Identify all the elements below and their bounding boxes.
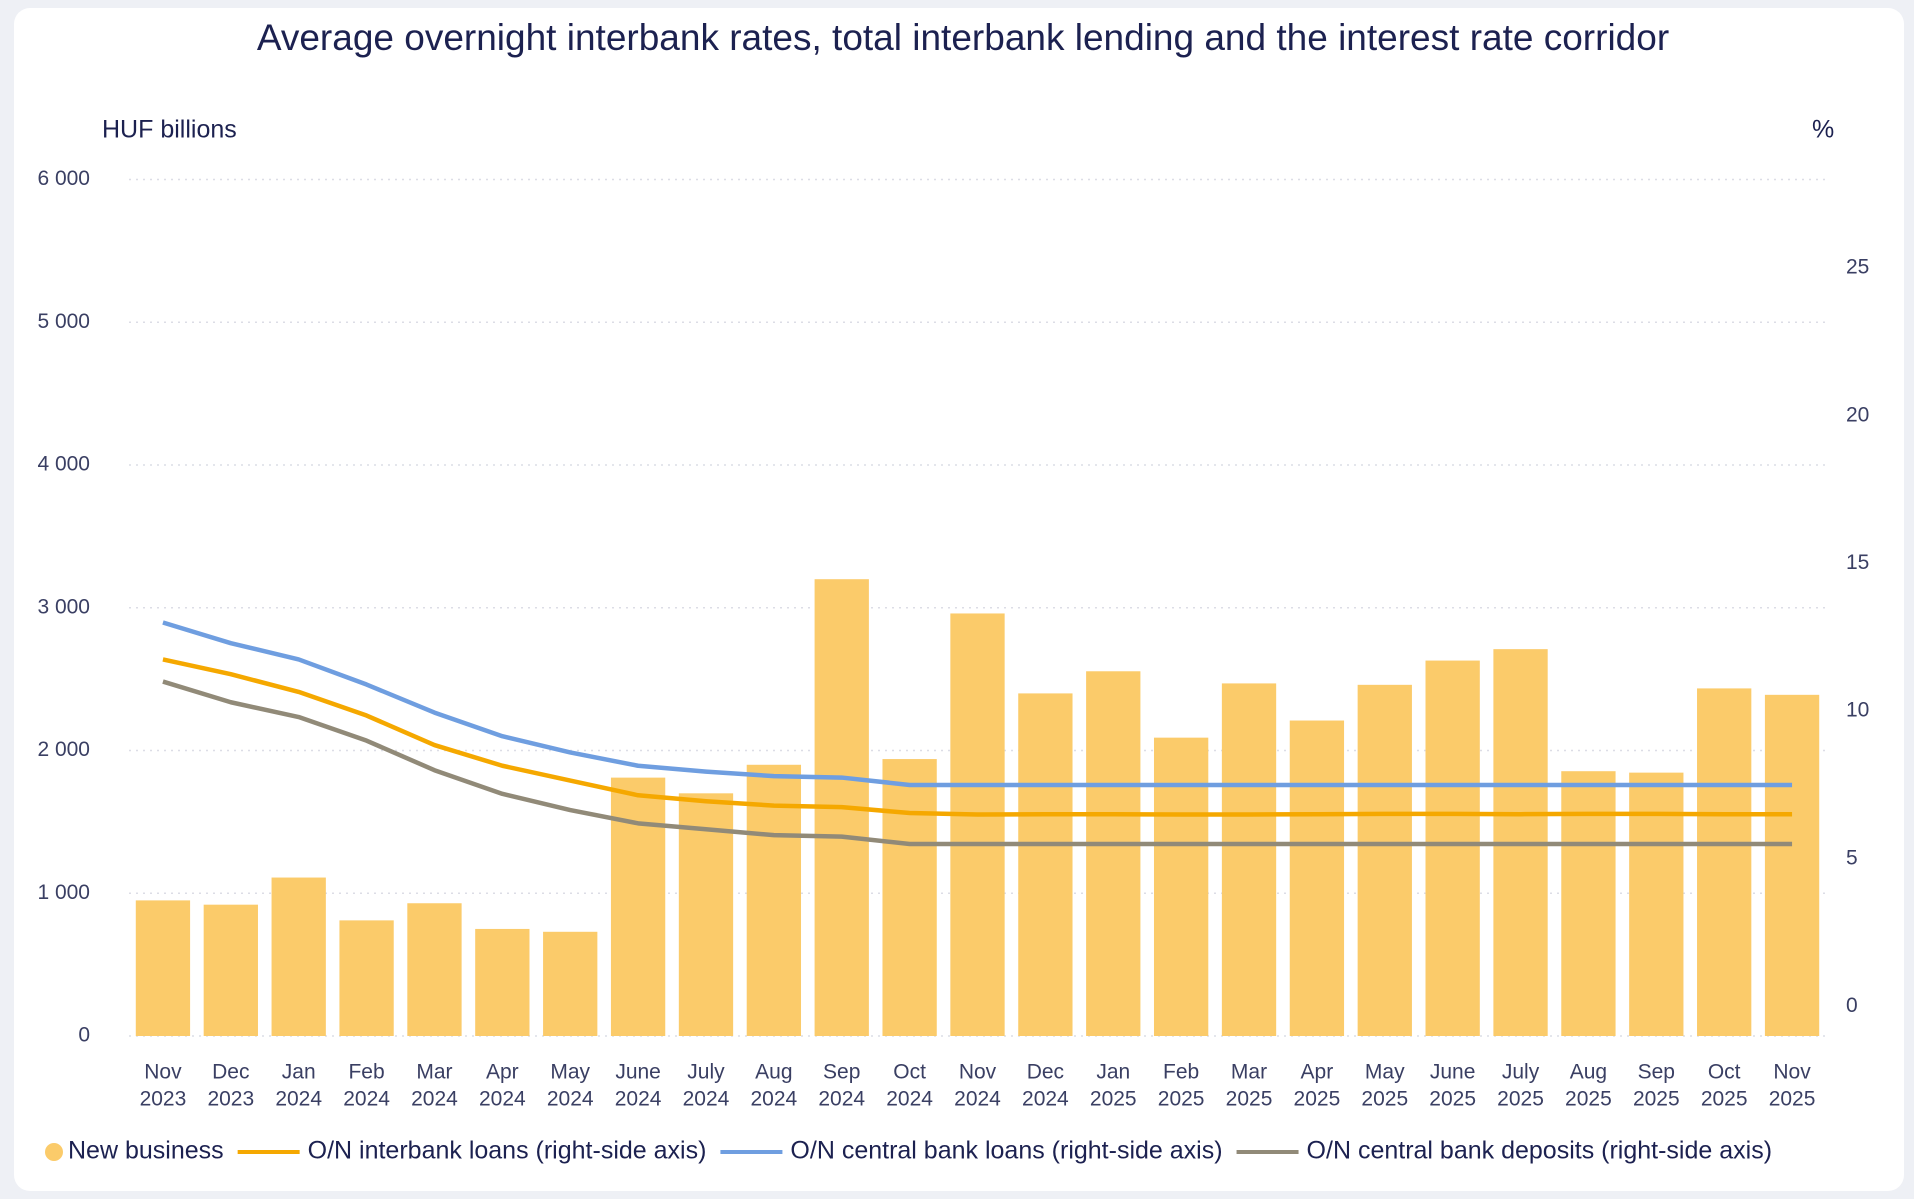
x-tick-label: Nov <box>959 1061 997 1084</box>
bar <box>1629 772 1684 1036</box>
legend-label: O/N central bank loans (right-side axis) <box>790 1137 1222 1165</box>
x-tick-label: June <box>615 1061 661 1084</box>
y-tick-label: 5 000 <box>37 310 90 333</box>
line <box>162 679 1793 847</box>
y-tick-label: 1 000 <box>37 881 90 904</box>
y2-tick-label: 20 <box>1846 403 1869 426</box>
bar <box>1086 671 1141 1036</box>
x-tick-label: Apr <box>1301 1061 1334 1084</box>
bar <box>475 928 530 1036</box>
x-tick-label: 2024 <box>411 1088 458 1111</box>
x-tick-label: Nov <box>1773 1061 1811 1084</box>
x-tick-label: May <box>550 1061 590 1084</box>
line <box>162 620 1793 788</box>
bar <box>1153 737 1209 1036</box>
x-tick-label: 2025 <box>1294 1088 1341 1111</box>
x-tick-label: Oct <box>1708 1061 1741 1084</box>
y2-tick-label: 5 <box>1846 846 1858 869</box>
x-tick-label: 2025 <box>1497 1088 1544 1111</box>
x-tick-label: 2025 <box>1158 1088 1205 1111</box>
x-tick-label: Nov <box>144 1061 182 1084</box>
x-tick-label: Dec <box>212 1061 249 1084</box>
x-tick-label: Jan <box>1096 1061 1130 1084</box>
x-tick-label: Sep <box>1638 1061 1675 1084</box>
bar <box>882 759 937 1036</box>
x-tick-label: 2024 <box>275 1088 322 1111</box>
x-tick-label: 2025 <box>1633 1088 1680 1111</box>
x-tick-label: 2025 <box>1769 1088 1816 1111</box>
x-tick-label: Mar <box>1231 1061 1267 1084</box>
bar <box>1561 771 1616 1036</box>
x-tick-label: 2025 <box>1701 1088 1748 1111</box>
x-tick-label: May <box>1365 1061 1405 1084</box>
x-tick-label: July <box>1502 1061 1540 1084</box>
y2-axis-label: % <box>1812 116 1834 144</box>
legend-label: New business <box>68 1137 224 1165</box>
chart-title: Average overnight interbank rates, total… <box>257 17 1669 58</box>
x-tick-label: 2023 <box>207 1088 254 1111</box>
bar <box>203 904 258 1036</box>
bar <box>746 764 802 1036</box>
y-tick-label: 2 000 <box>37 738 90 761</box>
x-tick-label: July <box>687 1061 725 1084</box>
y2-tick-label: 25 <box>1846 256 1869 279</box>
bar <box>135 900 191 1036</box>
y2-tick-label: 0 <box>1846 994 1858 1017</box>
x-tick-label: Dec <box>1027 1061 1064 1084</box>
x-tick-label: 2024 <box>886 1088 933 1111</box>
x-tick-label: Feb <box>348 1061 384 1084</box>
x-tick-label: 2025 <box>1565 1088 1612 1111</box>
bar <box>1764 694 1820 1036</box>
y-tick-label: 4 000 <box>37 453 90 476</box>
x-tick-label: 2024 <box>479 1088 526 1111</box>
legend-label: O/N central bank deposits (right-side ax… <box>1307 1137 1772 1165</box>
bar <box>950 613 1005 1036</box>
legend-marker <box>45 1143 63 1161</box>
x-tick-label: June <box>1430 1061 1476 1084</box>
x-tick-label: 2024 <box>954 1088 1001 1111</box>
x-tick-label: Sep <box>823 1061 860 1084</box>
y-tick-label: 6 000 <box>37 167 90 190</box>
x-tick-label: 2025 <box>1361 1088 1408 1111</box>
bar <box>678 793 734 1036</box>
bar <box>1289 720 1345 1036</box>
x-tick-label: 2024 <box>547 1088 594 1111</box>
bar <box>407 903 462 1036</box>
bar <box>1357 684 1412 1036</box>
x-tick-label: Aug <box>1570 1061 1607 1084</box>
bar <box>1697 688 1752 1036</box>
y-axis-label: HUF billions <box>102 116 237 144</box>
x-tick-label: 2023 <box>140 1088 187 1111</box>
x-tick-label: 2024 <box>615 1088 662 1111</box>
legend-label: O/N interbank loans (right-side axis) <box>308 1137 707 1165</box>
bar <box>1221 683 1277 1036</box>
x-tick-label: 2024 <box>818 1088 865 1111</box>
y2-tick-label: 15 <box>1846 551 1869 574</box>
y-tick-label: 3 000 <box>37 595 90 618</box>
x-tick-label: Jan <box>282 1061 316 1084</box>
bar <box>610 777 666 1036</box>
x-tick-label: 2025 <box>1090 1088 1137 1111</box>
x-tick-label: 2024 <box>1022 1088 1069 1111</box>
bar <box>339 920 394 1036</box>
bar <box>543 931 598 1036</box>
bar <box>1425 660 1480 1036</box>
x-tick-label: Aug <box>755 1061 792 1084</box>
x-tick-label: 2024 <box>751 1088 798 1111</box>
x-tick-label: Apr <box>486 1061 519 1084</box>
x-tick-label: Oct <box>893 1061 926 1084</box>
x-tick-label: 2024 <box>343 1088 390 1111</box>
x-tick-label: 2024 <box>683 1088 730 1111</box>
x-tick-label: Feb <box>1163 1061 1199 1084</box>
x-tick-label: 2025 <box>1429 1088 1476 1111</box>
line <box>162 657 1793 817</box>
x-tick-label: 2025 <box>1226 1088 1273 1111</box>
bar <box>1018 693 1073 1036</box>
x-tick-label: Mar <box>416 1061 452 1084</box>
bar <box>271 877 326 1036</box>
y-tick-label: 0 <box>78 1024 90 1047</box>
y2-tick-label: 10 <box>1846 699 1869 722</box>
